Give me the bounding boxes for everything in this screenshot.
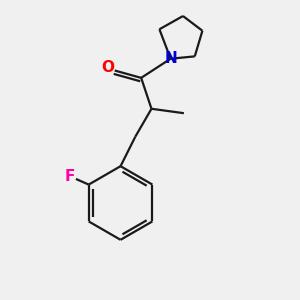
Text: N: N	[164, 51, 177, 66]
Text: F: F	[64, 169, 74, 184]
Text: O: O	[102, 60, 115, 75]
